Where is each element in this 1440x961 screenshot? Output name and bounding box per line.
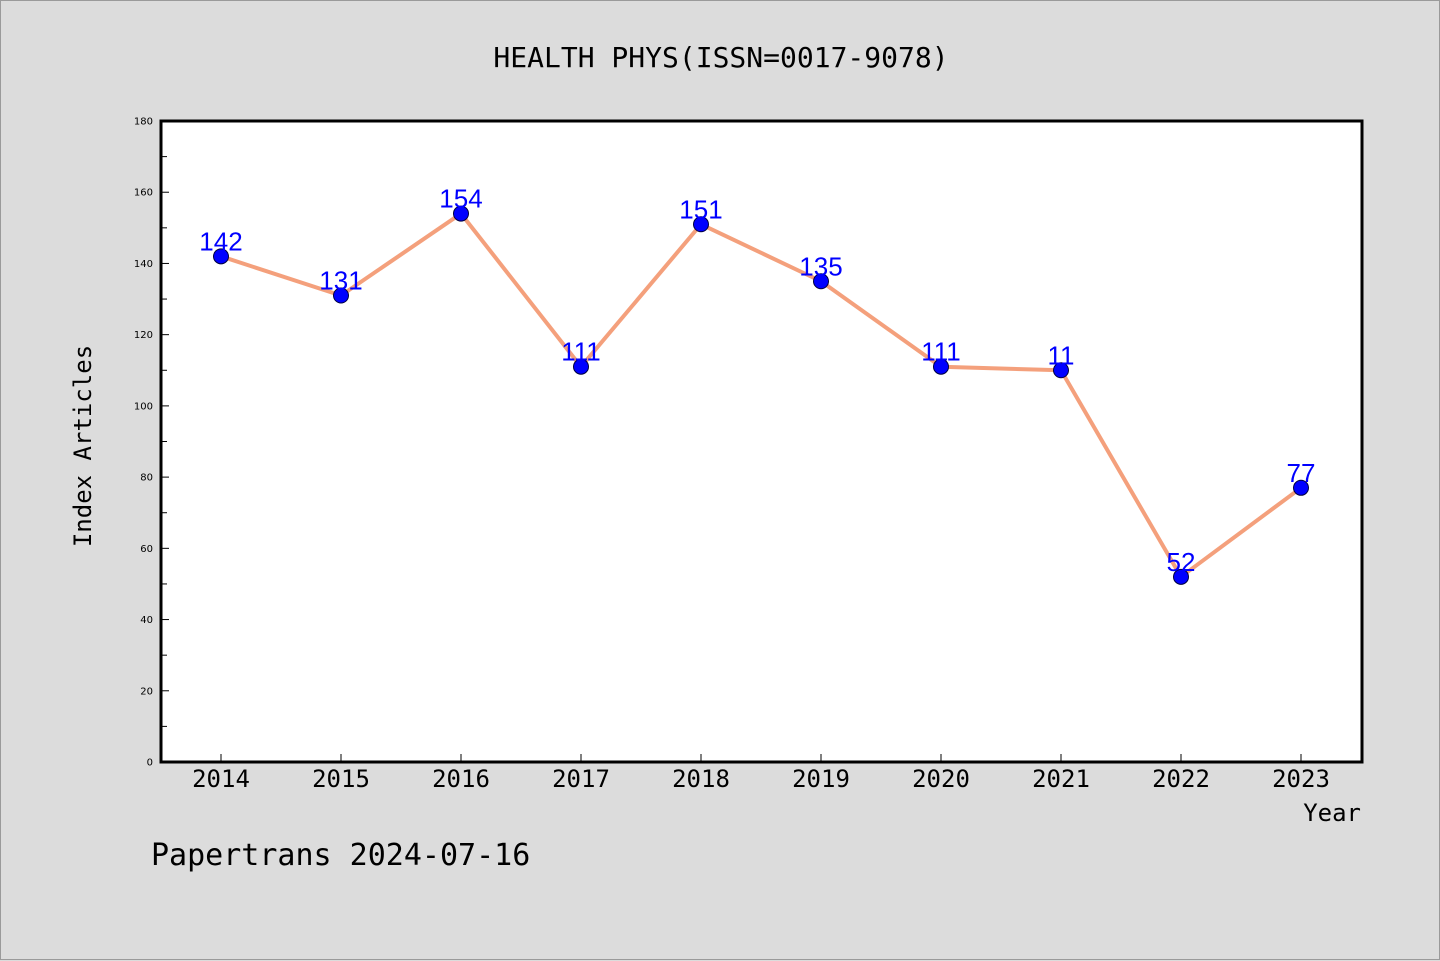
data-label: 154: [439, 184, 482, 214]
x-axis: 2014 2015 2016 2017 2018 2019 2020 2021 2022 2023: [192, 754, 1330, 793]
x-tick-label: 2019: [792, 765, 850, 793]
x-tick-label: 2015: [312, 765, 370, 793]
data-label: 131: [319, 265, 362, 295]
data-label: 111: [561, 337, 601, 367]
data-label: 142: [199, 226, 242, 256]
x-tick-label: 2014: [192, 765, 250, 793]
data-point-marker: [453, 205, 469, 222]
y-tick-label: 100: [134, 401, 153, 412]
x-tick-label: 2023: [1272, 765, 1330, 793]
data-label: 135: [799, 251, 842, 281]
x-tick-label: 2018: [672, 765, 730, 793]
plot-area: [159, 119, 1364, 764]
y-tick-label: 180: [134, 117, 153, 128]
y-tick-label: 20: [140, 686, 153, 697]
x-tick-label: 2021: [1032, 765, 1090, 793]
y-tick-label: 80: [140, 473, 153, 484]
data-label: 151: [679, 194, 722, 224]
series-line: [220, 211, 1303, 579]
y-tick-label: 40: [140, 615, 153, 626]
data-point-marker: [213, 248, 229, 265]
data-point-marker: [693, 216, 709, 233]
data-point-marker: [1173, 568, 1189, 585]
data-point-marker: [1053, 362, 1069, 379]
data-point-marker: [333, 287, 349, 304]
x-tick-label: 2022: [1152, 765, 1210, 793]
x-tick-label: 2020: [912, 765, 970, 793]
y-tick-label: 60: [140, 544, 153, 555]
y-axis: 0 20 40 60 80 100 120 140 160 180: [134, 117, 169, 769]
y-axis-label: Index Articles: [69, 345, 97, 547]
y-tick-label: 160: [134, 188, 153, 199]
data-point-marker: [573, 358, 589, 375]
y-tick-label: 0: [147, 758, 153, 769]
y-tick-label: 120: [134, 330, 153, 341]
data-label: 11: [1048, 340, 1075, 370]
y-tick-label: 140: [134, 259, 153, 270]
data-point-marker: [933, 358, 949, 375]
data-point-marker: [813, 273, 829, 290]
data-label: 111: [921, 337, 961, 367]
x-tick-label: 2017: [552, 765, 610, 793]
data-label: 52: [1167, 547, 1196, 577]
chart-title: HEALTH PHYS(ISSN=0017-9078): [493, 41, 948, 74]
data-label: 77: [1287, 458, 1316, 488]
footer-credit: Papertrans 2024-07-16: [151, 838, 530, 873]
x-tick-label: 2016: [432, 765, 490, 793]
x-axis-label: Year: [1303, 799, 1361, 827]
data-point-marker: [1293, 479, 1309, 496]
